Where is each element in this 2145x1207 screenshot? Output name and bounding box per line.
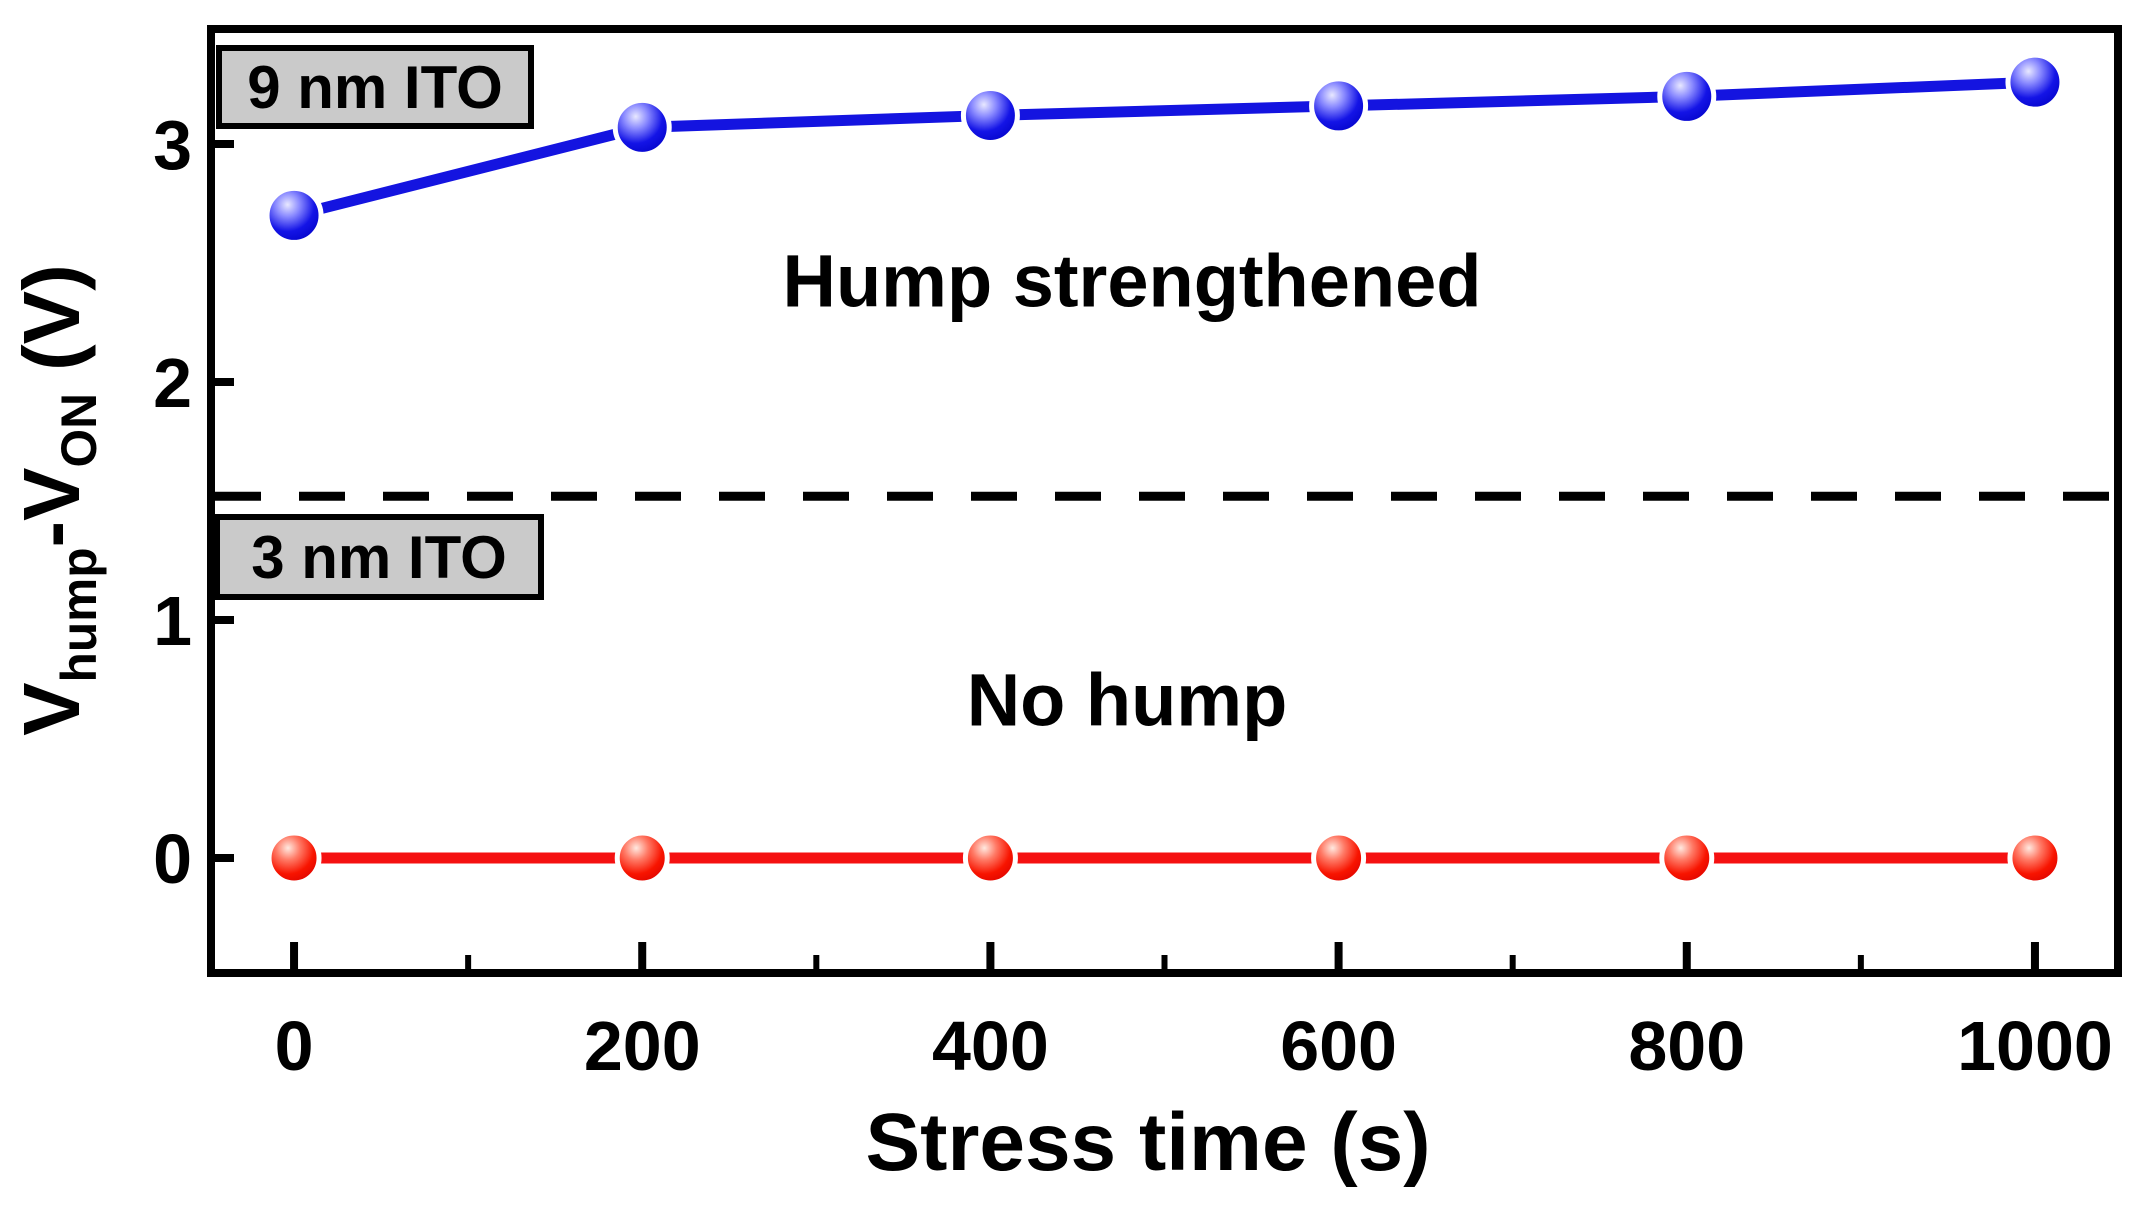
x-tick-label: 600: [1280, 1007, 1397, 1085]
y-axis-label-sub-on: ON: [51, 393, 107, 468]
x-tick-label: 800: [1628, 1007, 1745, 1085]
series-line-9nm-ito: [288, 76, 2041, 221]
x-tick-label: 200: [584, 1007, 701, 1085]
y-axis-label-part: -V: [7, 467, 96, 548]
y-axis-label-part: V: [7, 682, 96, 736]
x-tick-label: 1000: [1957, 1007, 2113, 1085]
y-axis-label: Vhump-VON (V): [6, 264, 108, 736]
data-point-3nm-ito: [962, 830, 1018, 886]
x-tick-label: 400: [932, 1007, 1049, 1085]
legend-3nm-ito: 3 nm ITO: [214, 514, 544, 600]
data-point-9nm-ito: [1657, 66, 1717, 126]
x-tick-label: 0: [275, 1007, 314, 1085]
data-point-3nm-ito: [2007, 830, 2063, 886]
data-point-9nm-ito: [2005, 52, 2065, 112]
y-tick-label: 1: [153, 582, 192, 660]
legend-9nm-ito-label: 9 nm ITO: [247, 53, 503, 121]
data-point-3nm-ito: [614, 830, 670, 886]
y-tick-label: 0: [153, 820, 192, 898]
data-point-9nm-ito: [1309, 76, 1369, 136]
annotation-no-hump: No hump: [966, 658, 1288, 742]
legend-9nm-ito: 9 nm ITO: [216, 45, 534, 129]
data-point-3nm-ito: [266, 830, 322, 886]
y-axis-label-part: (V): [7, 264, 96, 394]
y-axis-label-sub-hump: hump: [51, 547, 107, 683]
y-tick-label: 2: [153, 344, 192, 422]
data-point-9nm-ito: [960, 85, 1020, 145]
legend-3nm-ito-label: 3 nm ITO: [251, 523, 507, 591]
annotation-hump-strengthened: Hump strengthened: [782, 239, 1482, 323]
data-point-3nm-ito: [1659, 830, 1715, 886]
x-axis-label: Stress time (s): [865, 1097, 1431, 1188]
data-point-3nm-ito: [1311, 830, 1367, 886]
data-point-9nm-ito: [612, 97, 672, 157]
y-tick-label: 3: [153, 106, 192, 184]
data-point-9nm-ito: [264, 185, 324, 245]
